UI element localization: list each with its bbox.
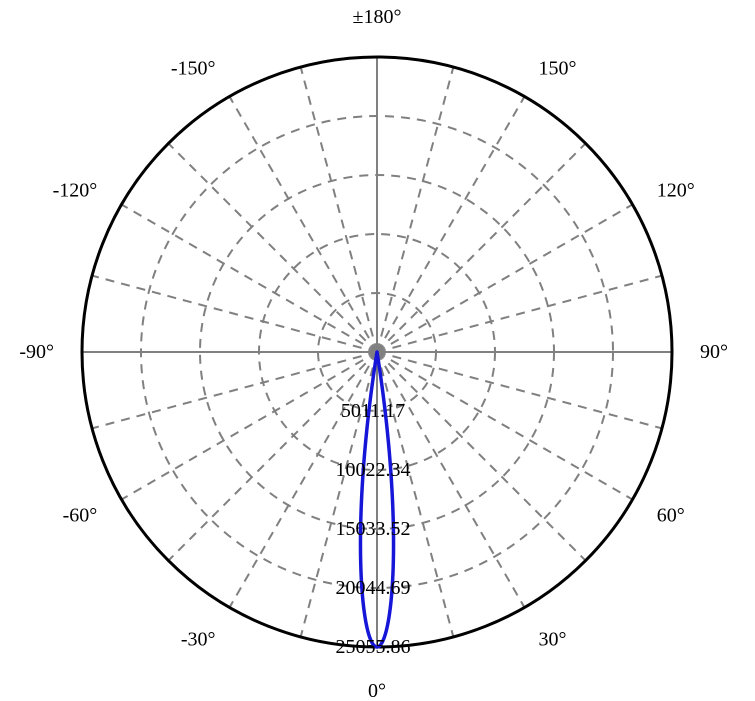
radial-label: 10022.34 [336,459,411,481]
angle-label: 90° [700,341,728,363]
angle-label: -30° [181,629,216,651]
angle-label: -90° [19,341,54,363]
grid-spoke [377,352,662,428]
grid-spoke [377,97,525,352]
grid-spoke [377,276,662,352]
angle-label: 30° [539,629,567,651]
grid-spoke [377,143,586,352]
grid-spoke [377,352,632,500]
angle-label: ±180° [353,6,402,28]
radial-label: 15033.52 [336,518,411,540]
polar-chart: ±180° 150° 120° 90° 60° 30° 0° -30° -60° -90° -120… [0,0,755,701]
angle-label: -60° [63,505,98,527]
angle-label: -150° [171,57,216,79]
radial-label: 5011.17 [341,400,405,422]
grid-spoke [230,97,378,352]
angle-label: 120° [657,180,695,202]
angle-label: 150° [539,57,577,79]
grid-spoke [122,205,377,353]
radial-label: 25055.86 [336,636,411,658]
grid-spoke [301,67,377,352]
grid-spoke [92,352,377,428]
angle-label: -120° [53,180,98,202]
grid-spoke [92,276,377,352]
radial-label: 20044.69 [336,577,411,599]
grid-spoke [377,67,453,352]
angle-label: 0° [368,680,386,701]
grid-spoke [377,205,632,353]
angle-label: 60° [657,505,685,527]
grid-spoke [168,143,377,352]
